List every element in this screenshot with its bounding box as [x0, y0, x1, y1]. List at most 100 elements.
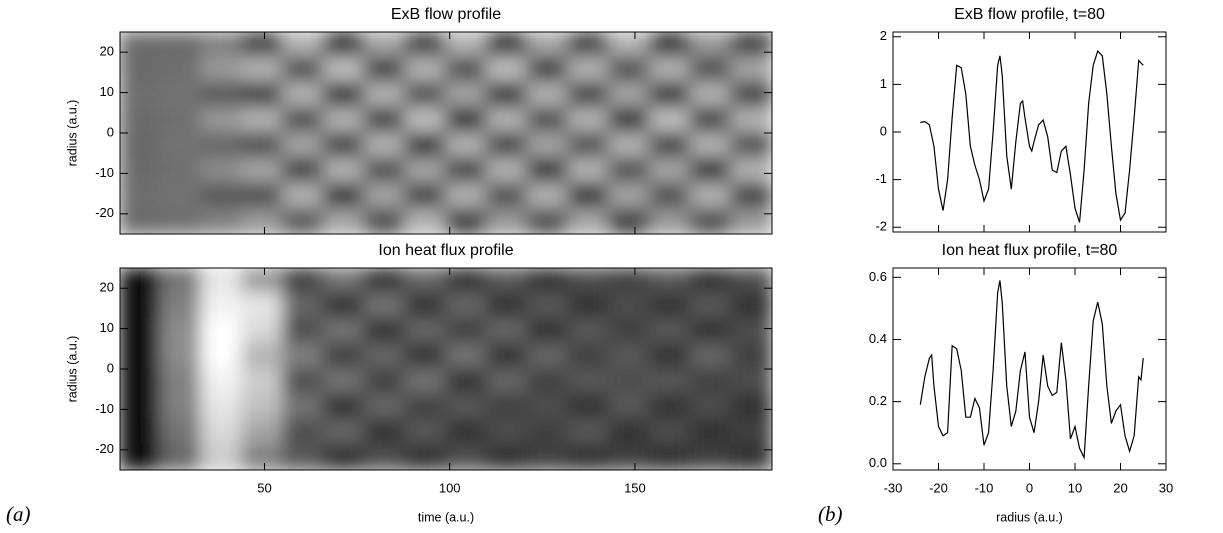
heatmap-cell	[445, 157, 488, 185]
heatmap-cell	[445, 81, 488, 109]
plot-frame	[892, 31, 1167, 233]
heatmap-cell	[485, 81, 529, 109]
x-tick-label: 150	[624, 480, 646, 495]
y-tick-label: -1	[875, 171, 887, 186]
heatmap-cell	[363, 157, 407, 185]
heatmap-cell	[282, 443, 325, 470]
heatmap-cell	[159, 393, 203, 421]
heatmap-cell	[241, 443, 284, 470]
heatmap-cell	[120, 292, 162, 320]
heatmap-cell	[485, 182, 529, 210]
y-tick-label: 0	[107, 124, 114, 139]
x-tick-label: 100	[439, 480, 461, 495]
y-tick-label: 0	[880, 123, 887, 138]
heatmap-cell	[567, 418, 610, 446]
heatmap-cell	[608, 182, 651, 210]
heatmap-cell	[445, 393, 488, 421]
heatmap-cell	[608, 342, 651, 370]
heatmap-cell	[648, 132, 692, 160]
heatmap-cell	[526, 157, 570, 185]
heatmap-cell	[363, 182, 407, 210]
heatmap-cell	[159, 157, 203, 185]
heatmap-cell	[282, 418, 325, 446]
heatmap-cell	[159, 317, 203, 345]
heatmap-cell	[648, 268, 692, 295]
heatmap-cell	[689, 418, 733, 446]
heatmap-cell	[567, 182, 610, 210]
heatmap-cell	[689, 292, 733, 320]
heatmap-cell	[282, 317, 325, 345]
heatmap-cell	[526, 182, 570, 210]
heatmap-cell	[200, 207, 244, 234]
heatmap-cell	[363, 342, 407, 370]
heatmap-cell	[648, 342, 692, 370]
y-axis-label: radius (a.u.)	[65, 336, 79, 403]
heatmap-cell	[200, 132, 244, 160]
heatmap-cell	[526, 132, 570, 160]
y-tick-label: 0	[107, 360, 114, 375]
heatmap-cell	[445, 56, 488, 84]
heatmap-cell	[363, 393, 407, 421]
y-tick-label: -10	[95, 165, 114, 180]
heatmap-cell	[648, 56, 692, 84]
heatmap-cell	[689, 81, 733, 109]
heatmap-cell	[567, 32, 610, 59]
line	[919, 280, 1144, 460]
heatmap-cell	[282, 81, 325, 109]
heatmap-cell	[445, 182, 488, 210]
heatmap-cell	[200, 268, 244, 295]
heatmap-cell	[282, 207, 325, 234]
heatmap-cell	[322, 81, 366, 109]
heatmap-cell	[404, 368, 447, 396]
heatmap-cell	[608, 443, 651, 470]
heatmap-cell	[445, 268, 488, 295]
heatmap-cell	[282, 132, 325, 160]
heatmap-cell	[322, 418, 366, 446]
chart-title: ExB flow profile	[391, 6, 501, 23]
heatmap-cell	[322, 443, 366, 470]
heatmap-cell	[404, 418, 447, 446]
heatmap-cell	[567, 157, 610, 185]
heatmap-cell	[730, 56, 772, 84]
heatmap-cell	[730, 268, 772, 295]
plot-frame	[892, 267, 1167, 471]
heatmap-cell	[200, 342, 244, 370]
heatmap-cell	[282, 292, 325, 320]
heatmap-cell	[241, 418, 284, 446]
heatmap-cell	[200, 32, 244, 59]
heatmap-cell	[159, 56, 203, 84]
heatmap-cell	[120, 443, 162, 470]
heatmap-cell	[404, 106, 447, 134]
heatmap-cell	[608, 393, 651, 421]
y-tick-label: -2	[875, 219, 887, 234]
heatmap-cell	[730, 292, 772, 320]
heatmap-cells	[120, 268, 772, 470]
heatmap-cell	[120, 368, 162, 396]
heatmap-cell	[363, 207, 407, 234]
heatmap-cell	[567, 393, 610, 421]
heatmap-cell	[445, 32, 488, 59]
panel-label: (b)	[818, 502, 843, 526]
heatmap-cell	[689, 268, 733, 295]
y-tick-label: -10	[95, 401, 114, 416]
heatmap-cell	[200, 317, 244, 345]
heatmap-cell	[241, 56, 284, 84]
heatmap-cell	[567, 342, 610, 370]
heatmap-cell	[120, 268, 162, 295]
heatmap-cell	[648, 207, 692, 234]
heatmap-cell	[730, 443, 772, 470]
heatmap-cell	[159, 207, 203, 234]
heatmap-cell	[445, 342, 488, 370]
heatmap-cell	[404, 342, 447, 370]
heatmap-cell	[404, 207, 447, 234]
heatmap-cell	[322, 342, 366, 370]
heatmap-cell	[200, 418, 244, 446]
heatmap-smooth	[120, 32, 772, 234]
y-tick-label: 0.4	[869, 331, 887, 346]
y-tick-label: -20	[95, 441, 114, 456]
heatmap-cell	[730, 81, 772, 109]
heatmap-cell	[689, 342, 733, 370]
heatmap-cell	[730, 418, 772, 446]
x-tick-label: 50	[257, 480, 271, 495]
